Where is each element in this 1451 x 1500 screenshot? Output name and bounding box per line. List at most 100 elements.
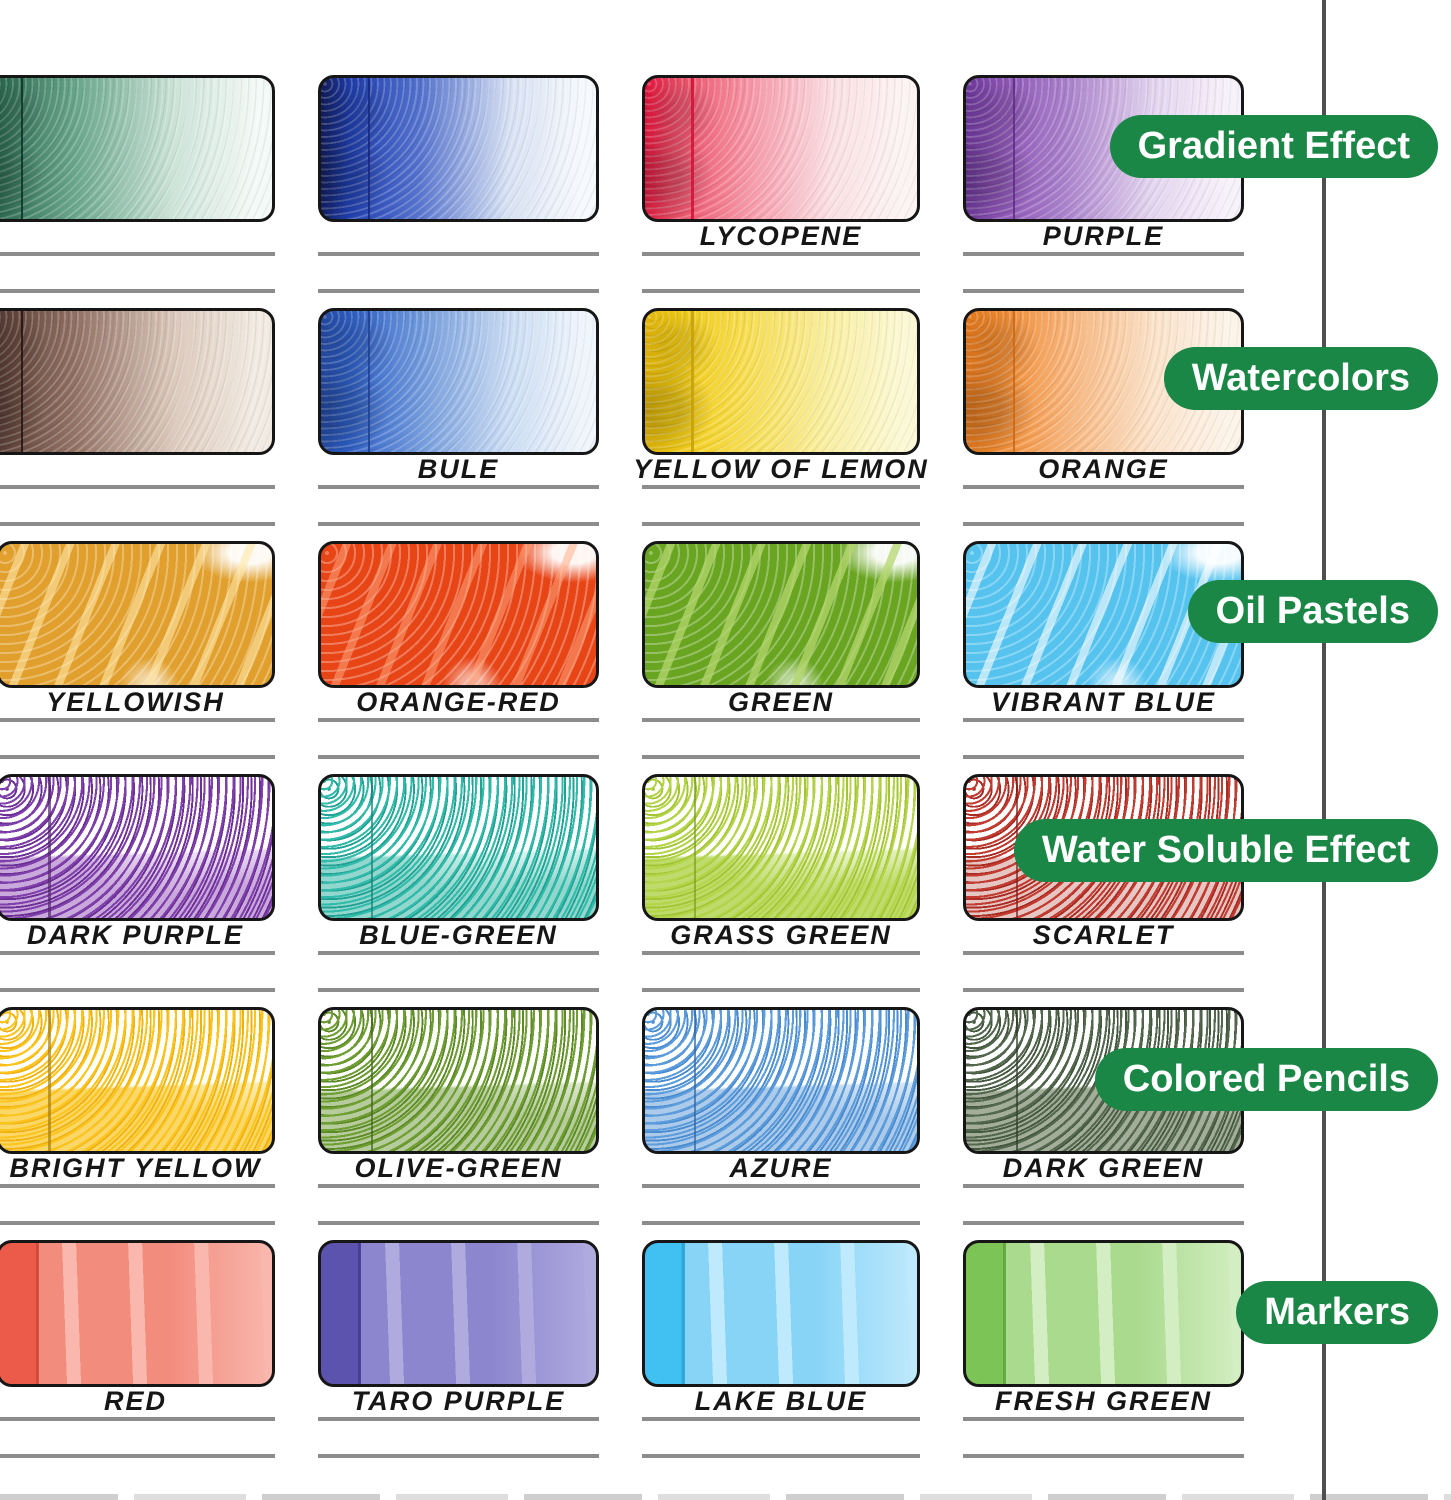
swatch-cell: GREEN (642, 541, 920, 774)
swatch-label: YELLOWISH (46, 687, 225, 717)
ruled-line (642, 289, 920, 293)
ruled-line (0, 1417, 275, 1421)
swatch-cell: GRASS GREEN (642, 774, 920, 1007)
swatch-cell: YELLOWISH (0, 541, 275, 774)
swatch-label: LAKE BLUE (694, 1386, 868, 1416)
ruled-line (963, 951, 1244, 955)
spacer (0, 722, 275, 755)
swatch-label: ORANGE (1038, 454, 1169, 484)
ruled-line (318, 289, 599, 293)
swatch-label (0, 222, 275, 252)
ruled-line (0, 1454, 275, 1458)
ruled-line (642, 1417, 920, 1421)
ruled-line (318, 755, 599, 759)
spacer (642, 955, 920, 988)
swatch-dark-green (0, 75, 275, 222)
swatch-cell: OLIVE-GREEN (318, 1007, 599, 1240)
ruled-line (0, 988, 275, 992)
swatch-label: ORANGE-RED (356, 687, 561, 717)
ruled-line (963, 1221, 1244, 1225)
ruled-line (963, 289, 1244, 293)
swatch-fresh-green (963, 1240, 1244, 1387)
swatch-cell (0, 308, 275, 541)
spacer (963, 256, 1244, 289)
ruled-line (963, 718, 1244, 722)
swatch-label (318, 222, 599, 252)
swatch-lake-blue (642, 1240, 920, 1387)
swatch-cell: LYCOPENE (642, 75, 920, 308)
ruled-line (642, 252, 920, 256)
spacer (963, 1421, 1244, 1454)
swatch-cell: PURPLE (963, 75, 1244, 308)
swatch-green (642, 541, 920, 688)
spacer (963, 955, 1244, 988)
swatch-cell: ORANGE (963, 308, 1244, 541)
swatch-label: BRIGHT YELLOW (9, 1153, 262, 1183)
ruled-line (318, 718, 599, 722)
vertical-divider (1322, 0, 1326, 1500)
swatch-label: FRESH GREEN (994, 1386, 1213, 1416)
spacer (642, 256, 920, 289)
swatch-grid: LYCOPENE PURPLE BULE (0, 75, 1244, 1473)
ruled-line (318, 1454, 599, 1458)
swatch-cell: TARO PURPLE (318, 1240, 599, 1473)
swatch-cell: SCARLET (963, 774, 1244, 1007)
swatch-blue-green (318, 774, 599, 921)
swatch-label: OLIVE-GREEN (354, 1153, 563, 1183)
ruled-line (963, 522, 1244, 526)
swatch-yellow-of-lemon (642, 308, 920, 455)
ruled-line (963, 1417, 1244, 1421)
swatch-brown (0, 308, 275, 455)
ruled-line (0, 485, 275, 489)
swatch-cell: YELLOW OF LEMON (633, 308, 929, 541)
ruled-line (318, 988, 599, 992)
ruled-line (642, 951, 920, 955)
spacer (963, 1188, 1244, 1221)
ruled-line (318, 485, 599, 489)
swatch-azure (642, 1007, 920, 1154)
badge-markers: Markers (1236, 1281, 1438, 1344)
swatch-label: BULE (417, 454, 500, 484)
ruled-line (963, 755, 1244, 759)
swatch-cell: FRESH GREEN (963, 1240, 1244, 1473)
ruled-line (318, 522, 599, 526)
spacer (318, 955, 599, 988)
swatch-label: PURPLE (1042, 221, 1165, 251)
swatch-cell (318, 75, 599, 308)
spacer (963, 722, 1244, 755)
spacer (642, 722, 920, 755)
ruled-line (0, 718, 275, 722)
ruled-line (642, 485, 920, 489)
swatch-taro-purple (318, 1240, 599, 1387)
ruled-line (642, 1184, 920, 1188)
ruled-line (642, 755, 920, 759)
spacer (0, 955, 275, 988)
swatch-label (0, 455, 275, 485)
ruled-line (642, 718, 920, 722)
swatch-label: GREEN (727, 687, 835, 717)
ruled-line (642, 522, 920, 526)
swatch-purple (963, 75, 1244, 222)
spacer (0, 1188, 275, 1221)
spacer (0, 1421, 275, 1454)
swatch-bule (318, 308, 599, 455)
ruled-line (0, 951, 275, 955)
swatch-label: BLUE-GREEN (359, 920, 558, 950)
swatch-cell: VIBRANT BLUE (963, 541, 1244, 774)
ruled-line (963, 1454, 1244, 1458)
swatch-dark-purple (0, 774, 275, 921)
swatch-cell: LAKE BLUE (642, 1240, 920, 1473)
swatch-grass-green (642, 774, 920, 921)
spacer (318, 256, 599, 289)
swatch-cell: BULE (318, 308, 599, 541)
swatch-label: DARK PURPLE (26, 920, 244, 950)
spacer (318, 489, 599, 522)
swatch-label: YELLOW OF LEMON (633, 454, 929, 484)
swatch-yellowish (0, 541, 275, 688)
spacer (318, 722, 599, 755)
spacer (642, 489, 920, 522)
swatch-label: RED (103, 1386, 167, 1416)
badge-watercolors: Watercolors (1163, 347, 1438, 410)
ruled-line (0, 522, 275, 526)
spacer (963, 489, 1244, 522)
